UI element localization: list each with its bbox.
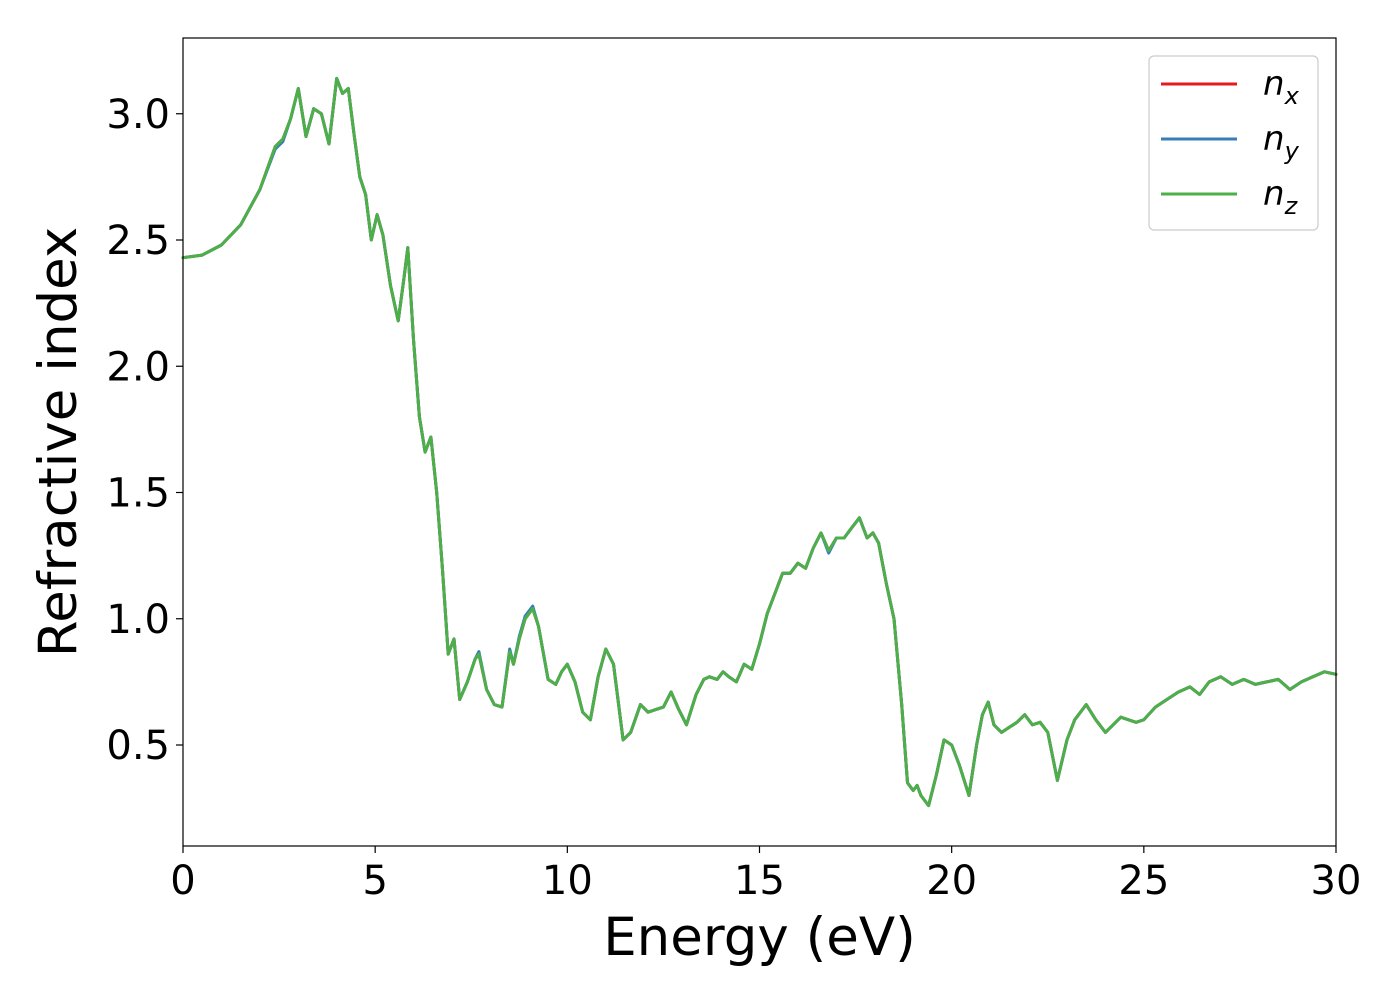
legend-box: [1148, 55, 1319, 231]
x-axis-label: Energy (eV): [603, 907, 916, 968]
legend-label-n-x: nx: [1263, 64, 1300, 110]
series-line-n-z: [181, 76, 1338, 808]
x-tick-label: 15: [734, 858, 785, 904]
legend-label-n-y: ny: [1263, 119, 1300, 165]
y-tick-label: 1.0: [106, 597, 170, 643]
x-tick-label: 5: [362, 858, 387, 904]
y-tick-label: 3.0: [106, 92, 170, 138]
legend-label-n-z: nz: [1263, 174, 1299, 220]
legend: nx ny nz: [1148, 55, 1319, 231]
y-axis-ticks: 0.5 1.0 1.5 2.0 2.5 3.0: [106, 92, 183, 769]
y-tick-label: 0.5: [106, 723, 170, 769]
y-axis-label: Refractive index: [28, 227, 89, 657]
x-tick-label: 30: [1311, 858, 1362, 904]
y-tick-label: 2.0: [106, 344, 170, 390]
x-tick-label: 20: [926, 858, 977, 904]
series-layer: [181, 76, 1338, 808]
x-tick-label: 0: [170, 858, 195, 904]
x-tick-label: 25: [1118, 858, 1169, 904]
y-tick-label: 2.5: [106, 218, 170, 264]
y-tick-label: 1.5: [106, 471, 170, 517]
x-axis-ticks: 0 5 10 15 20 25 30: [170, 846, 1361, 904]
x-tick-label: 10: [542, 858, 593, 904]
